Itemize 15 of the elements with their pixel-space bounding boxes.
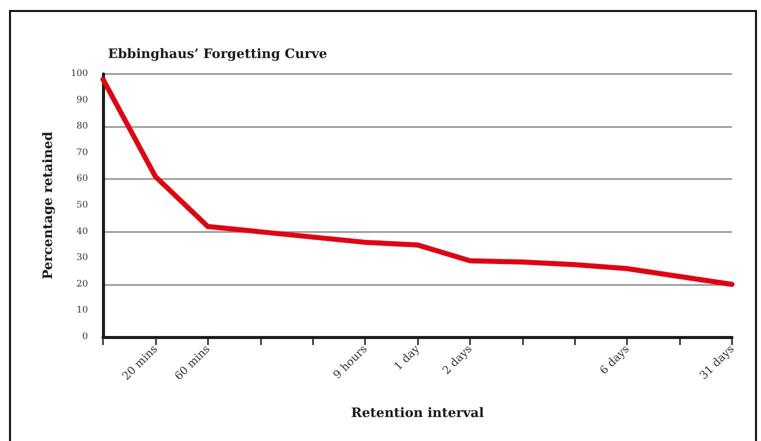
y-tick-label: 70	[76, 148, 88, 158]
y-tick-label: 0	[82, 332, 88, 342]
y-tick-label: 50	[76, 200, 88, 210]
y-tick-label: 60	[76, 174, 88, 184]
x-tick-label: 1 day	[391, 342, 423, 374]
y-tick-label: 90	[76, 95, 88, 106]
chart-title: Ebbinghaus’ Forgetting Curve	[108, 47, 328, 62]
y-axis-title: Percentage retained	[41, 132, 56, 280]
y-tick-label: 10	[76, 306, 88, 316]
y-tick-label: 80	[76, 122, 88, 132]
y-tick-label: 40	[76, 226, 88, 237]
x-axis-title: Retention interval	[351, 406, 484, 421]
y-tick-label: 100	[70, 69, 88, 79]
y-tick-label: 20	[76, 279, 88, 290]
y-tick-label: 30	[76, 253, 88, 264]
